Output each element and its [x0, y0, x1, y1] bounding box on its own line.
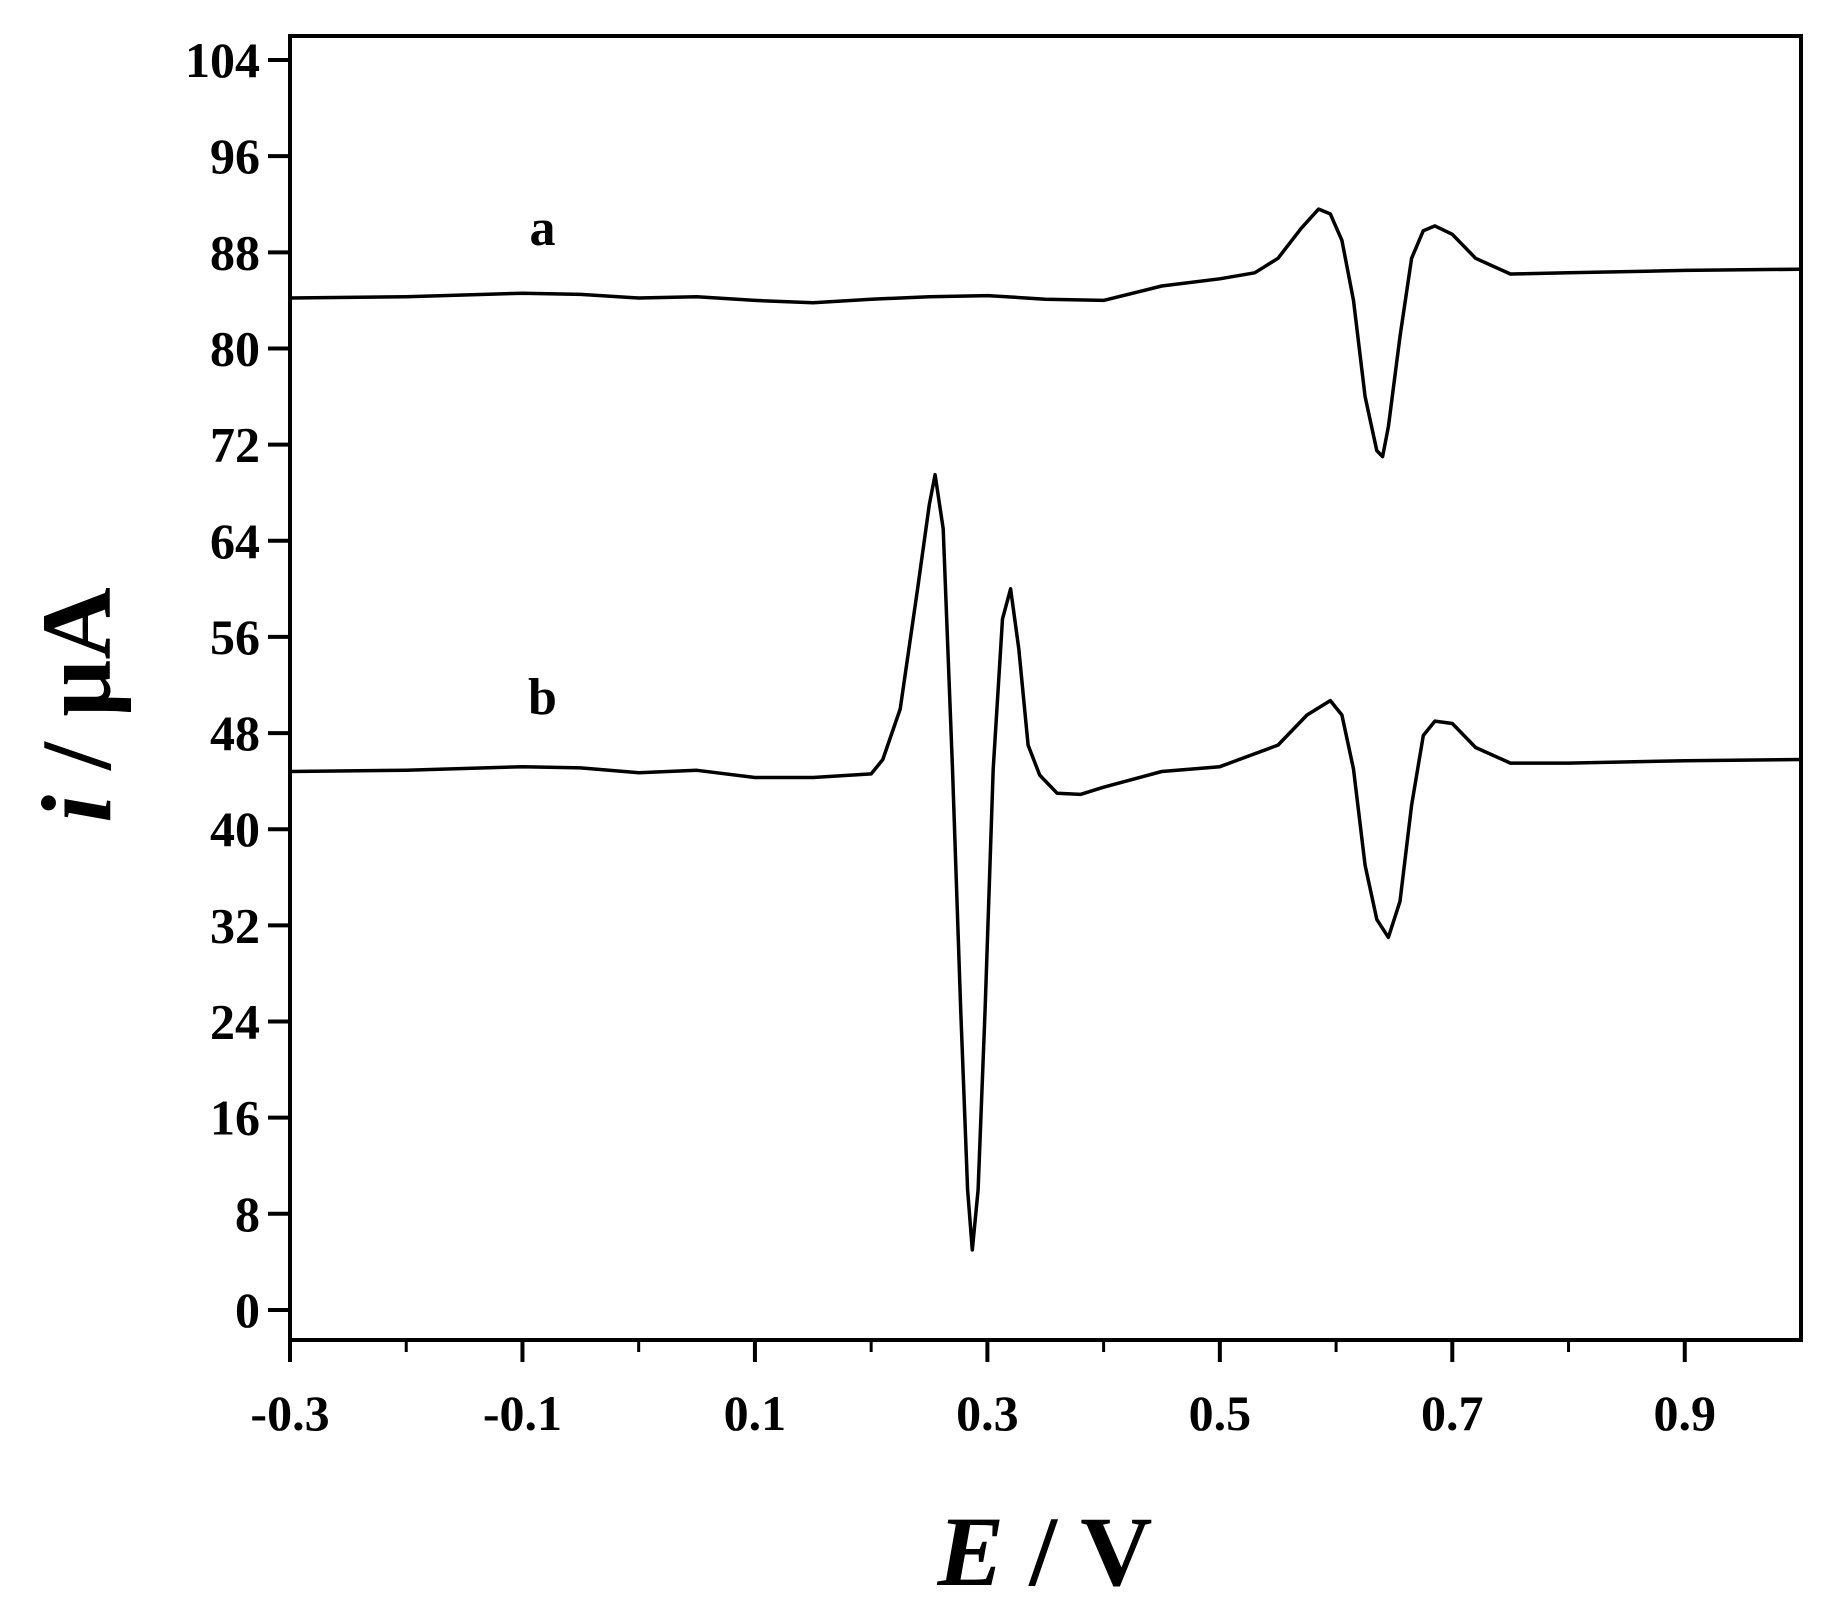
y-tick-label: 104 — [185, 32, 260, 88]
y-tick-label: 80 — [210, 320, 260, 376]
y-axis-title: i / µA — [21, 587, 132, 822]
y-axis-symbol: i — [21, 795, 132, 823]
y-tick-label: 88 — [210, 224, 260, 280]
y-axis-unit: / µA — [21, 587, 132, 795]
plot-frame — [288, 34, 1803, 1342]
series-label-a: a — [529, 200, 555, 257]
series-labels: ab — [528, 200, 557, 726]
y-tick-label: 16 — [210, 1090, 260, 1146]
series-line-b — [289, 472, 1802, 1252]
y-tick-label: 96 — [210, 128, 260, 184]
y-tick-label: 8 — [235, 1186, 260, 1242]
y-tick-label: 24 — [210, 994, 260, 1050]
y-axis: 0 8 16 24 32 40 48 56 64 72 80 88 96 104 — [185, 32, 290, 1338]
series-label-b: b — [528, 669, 557, 726]
x-axis-unit: / V — [1004, 1496, 1152, 1607]
x-tick-label: -0.3 — [250, 1385, 329, 1441]
x-axis-symbol: E — [937, 1496, 1005, 1607]
x-tick-label: -0.1 — [483, 1385, 562, 1441]
y-tick-label: 40 — [210, 801, 260, 857]
x-axis-title: E / V — [937, 1496, 1153, 1607]
x-axis: -0.3 -0.1 0.1 0.3 0.5 0.7 0.9 — [250, 1340, 1716, 1441]
x-tick-label: 0.1 — [724, 1385, 787, 1441]
x-tick-label: 0.7 — [1421, 1385, 1484, 1441]
y-tick-label: 0 — [235, 1282, 260, 1338]
x-tick-label: 0.5 — [1189, 1385, 1252, 1441]
x-tick-label: 0.3 — [956, 1385, 1019, 1441]
x-tick-label: 0.9 — [1654, 1385, 1717, 1441]
series-line-a — [289, 207, 1802, 459]
y-tick-label: 72 — [210, 417, 260, 473]
y-tick-label: 32 — [210, 897, 260, 953]
y-tick-label: 48 — [210, 705, 260, 761]
y-tick-label: 64 — [210, 513, 260, 569]
y-tick-label: 56 — [210, 609, 260, 665]
plot-series — [289, 207, 1802, 1252]
